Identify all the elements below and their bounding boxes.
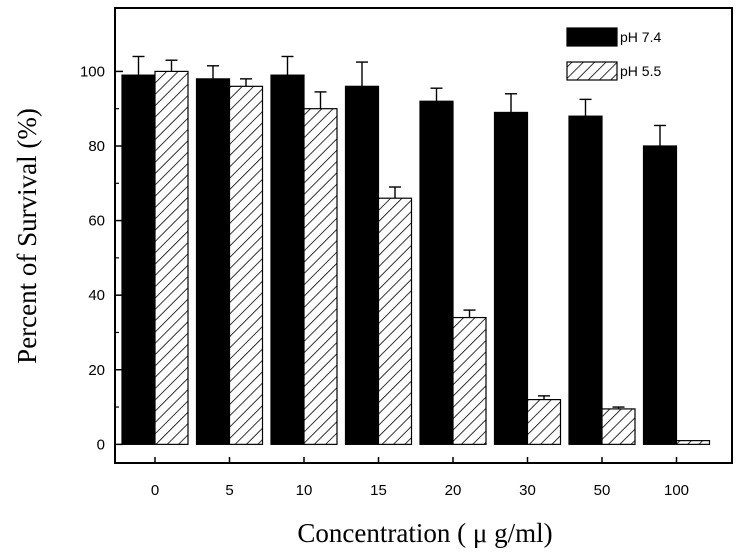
error-bar-ph55-0	[166, 60, 178, 71]
y-tick-label: 0	[97, 436, 105, 453]
bar-ph74-20	[420, 101, 453, 444]
bar-ph74-0	[122, 75, 155, 444]
bar-ph74-15	[346, 86, 379, 444]
error-bar-ph74-100	[654, 125, 666, 146]
y-tick-label: 100	[80, 63, 105, 80]
error-bar-ph55-5	[240, 79, 252, 86]
bar-ph74-50	[569, 116, 602, 444]
bar-ph55-15	[379, 198, 412, 444]
bar-ph55-10	[304, 109, 337, 445]
error-bar-ph74-0	[133, 56, 145, 75]
error-bar-ph74-15	[356, 62, 368, 86]
bar-ph74-10	[271, 75, 304, 444]
bar-ph55-100	[677, 441, 710, 445]
legend-label-ph55: pH 5.5	[620, 63, 661, 79]
error-bar-ph55-15	[389, 187, 401, 198]
x-tick-label: 50	[594, 482, 611, 499]
x-tick-label: 100	[664, 482, 689, 499]
error-bar-ph74-20	[431, 88, 443, 101]
bar-ph74-30	[495, 112, 528, 444]
error-bar-ph74-5	[207, 66, 219, 79]
y-tick-label: 40	[88, 287, 105, 304]
x-tick-label: 20	[445, 482, 462, 499]
x-tick-label: 0	[151, 482, 159, 499]
bar-ph55-20	[453, 318, 486, 445]
x-tick-label: 10	[296, 482, 313, 499]
legend-swatch-ph74	[567, 28, 617, 46]
error-bar-ph74-10	[282, 56, 294, 75]
bar-ph55-50	[602, 409, 635, 444]
error-bar-ph74-30	[505, 94, 517, 113]
bar-ph74-100	[644, 146, 677, 444]
bar-ph74-5	[197, 79, 230, 444]
legend-swatch-ph55	[567, 62, 617, 80]
bar-chart: 0 20 40 60 80 100 0 5 10 15 20 30 50 100 pH 7.4 pH 5.…	[0, 0, 737, 554]
x-tick-label: 5	[225, 482, 233, 499]
error-bar-ph55-10	[315, 92, 327, 109]
x-tick-label: 30	[519, 482, 536, 499]
error-bar-ph74-50	[580, 99, 592, 116]
y-axis-title: Percent of Survival (%)	[12, 108, 42, 364]
legend: pH 7.4 pH 5.5	[567, 28, 661, 80]
bar-ph55-30	[528, 400, 561, 445]
y-tick-label: 20	[88, 362, 105, 379]
y-axis: 0 20 40 60 80 100	[80, 63, 123, 453]
error-bar-ph55-20	[464, 310, 476, 317]
y-tick-label: 60	[88, 213, 105, 230]
x-axis-title: Concentration ( μ g/ml)	[297, 518, 552, 548]
plot-area	[122, 56, 710, 444]
bar-ph55-0	[155, 71, 188, 444]
bar-ph55-5	[230, 86, 263, 444]
x-tick-label: 15	[370, 482, 387, 499]
legend-label-ph74: pH 7.4	[620, 29, 661, 45]
y-tick-label: 80	[88, 138, 105, 155]
